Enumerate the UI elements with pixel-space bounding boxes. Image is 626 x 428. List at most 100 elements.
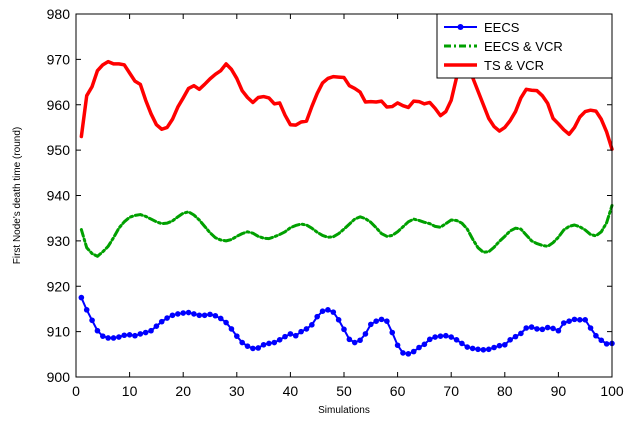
x-tick-label: 30 xyxy=(229,383,245,399)
data-point-eecs xyxy=(362,331,369,337)
legend-entry-eecs-vcr: EECS & VCR xyxy=(444,39,563,54)
data-point-eecs xyxy=(518,330,524,337)
data-point-eecs xyxy=(330,309,337,315)
data-point-eecs xyxy=(175,311,181,317)
y-axis-title: First Node's death time (round) xyxy=(12,127,23,265)
data-point-eecs xyxy=(89,317,95,324)
data-point-eecs xyxy=(346,336,353,343)
data-point-eecs xyxy=(228,326,235,332)
x-tick-label: 70 xyxy=(443,383,459,399)
x-tick-label: 80 xyxy=(497,383,513,399)
data-point-eecs xyxy=(378,316,385,323)
data-point-eecs xyxy=(223,319,229,326)
data-point-eecs xyxy=(502,341,508,348)
data-point-eecs xyxy=(212,312,219,319)
data-point-eecs xyxy=(443,332,449,339)
legend-marker-eecs xyxy=(457,24,464,30)
data-point-eecs xyxy=(341,326,347,333)
data-point-eecs xyxy=(491,344,497,351)
data-point-eecs xyxy=(475,346,481,353)
data-point-eecs xyxy=(560,320,567,326)
data-point-eecs xyxy=(325,307,331,313)
data-point-eecs xyxy=(121,332,128,339)
y-tick-label: 900 xyxy=(47,369,71,385)
legend: EECS EECS & VCR TS & VCR xyxy=(436,13,613,79)
y-tick-label: 940 xyxy=(47,188,71,204)
data-point-eecs xyxy=(469,345,476,352)
data-point-eecs xyxy=(276,336,283,343)
data-point-eecs xyxy=(550,325,556,332)
data-point-eecs xyxy=(523,325,530,331)
x-tick-label: 60 xyxy=(390,383,406,399)
plot-frame xyxy=(75,13,613,378)
data-point-eecs xyxy=(153,323,160,329)
data-point-eecs xyxy=(555,327,562,334)
x-axis-title: Simulations xyxy=(318,405,370,416)
y-tick-label: 960 xyxy=(47,97,71,113)
data-point-eecs xyxy=(426,336,433,343)
legend-entry-eecs: EECS xyxy=(444,20,520,35)
data-point-eecs xyxy=(571,316,578,323)
legend-label-eecs-vcr: EECS & VCR xyxy=(484,39,563,54)
legend-entry-ts-vcr: TS & VCR xyxy=(444,58,544,73)
data-point-eecs xyxy=(459,340,465,347)
y-tick-label: 950 xyxy=(47,142,71,158)
y-tick-label: 930 xyxy=(47,233,71,249)
data-point-eecs xyxy=(164,315,170,321)
data-point-eecs xyxy=(485,346,492,353)
data-point-eecs xyxy=(534,326,540,332)
legend-label-ts-vcr: TS & VCR xyxy=(484,58,544,73)
data-point-eecs xyxy=(309,322,315,328)
data-point-eecs xyxy=(421,341,428,348)
data-point-eecs xyxy=(207,311,213,318)
data-point-eecs xyxy=(432,334,438,340)
data-point-eecs xyxy=(287,331,294,337)
data-point-eecs xyxy=(234,333,240,339)
data-point-eecs xyxy=(266,340,272,347)
data-point-eecs xyxy=(110,335,117,341)
data-point-eecs xyxy=(116,334,122,340)
data-point-eecs xyxy=(271,339,278,346)
data-point-eecs xyxy=(448,334,455,340)
x-tick-label: 40 xyxy=(283,383,299,399)
legend-label-eecs: EECS xyxy=(484,20,520,35)
data-point-eecs xyxy=(282,333,288,340)
data-point-eecs xyxy=(539,326,546,333)
data-point-eecs xyxy=(137,331,144,337)
x-tick-label: 20 xyxy=(175,383,191,399)
x-tick-label: 10 xyxy=(122,383,138,399)
y-tick-label: 970 xyxy=(47,51,71,67)
data-point-eecs xyxy=(368,321,374,328)
data-point-eecs xyxy=(180,310,186,316)
data-point-eecs xyxy=(105,335,111,341)
data-point-eecs xyxy=(405,351,412,357)
data-point-eecs xyxy=(255,345,262,351)
y-tick-label: 910 xyxy=(47,324,71,340)
data-point-eecs xyxy=(196,312,203,319)
data-point-eecs xyxy=(507,336,513,343)
data-point-eecs xyxy=(201,312,208,319)
data-point-eecs xyxy=(158,318,165,325)
data-point-eecs xyxy=(577,317,583,323)
data-point-eecs xyxy=(100,333,106,339)
data-point-eecs xyxy=(351,339,358,346)
data-point-eecs xyxy=(239,339,245,346)
data-point-eecs xyxy=(132,332,138,339)
data-point-eecs xyxy=(169,312,176,319)
data-point-eecs xyxy=(250,345,256,352)
data-point-eecs xyxy=(94,327,101,334)
data-point-eecs xyxy=(394,342,401,349)
x-tick-label: 0 xyxy=(72,383,80,399)
data-point-eecs xyxy=(496,342,503,349)
data-point-eecs xyxy=(357,337,363,344)
data-point-eecs xyxy=(384,318,390,324)
data-point-eecs xyxy=(292,332,299,339)
series-line-eecs xyxy=(80,296,613,355)
data-point-eecs xyxy=(244,343,251,349)
data-point-eecs xyxy=(410,348,417,355)
data-point-eecs xyxy=(598,337,605,344)
axis-ticks: 0 10 20 30 40 50 60 70 80 90 100 900 910 920 930 940 950… xyxy=(47,6,624,399)
legend-box xyxy=(436,13,613,79)
data-point-eecs xyxy=(191,311,197,317)
